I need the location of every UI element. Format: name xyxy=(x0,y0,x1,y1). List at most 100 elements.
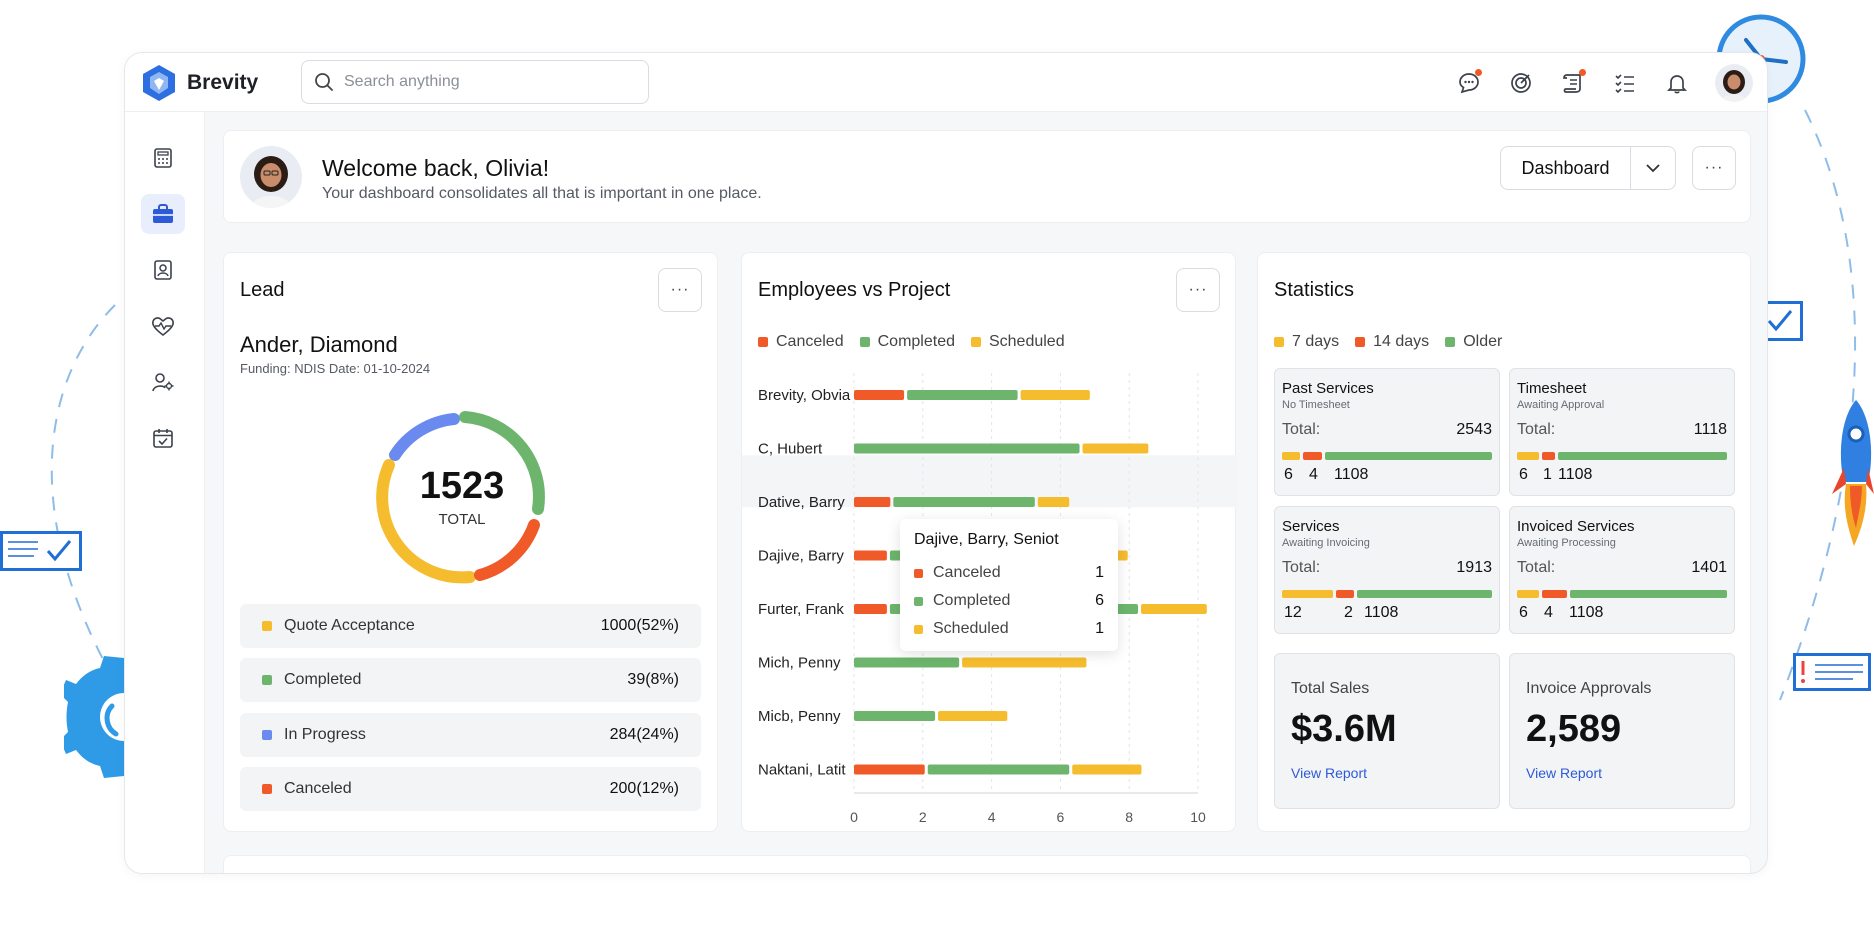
scroll-icon xyxy=(1563,73,1581,93)
legend-label: 7 days xyxy=(1292,333,1340,350)
lead-total-label: TOTAL xyxy=(438,510,486,528)
tooltip-value: 1 xyxy=(1095,564,1104,581)
stat-bar-segment xyxy=(1282,452,1301,460)
search-input[interactable] xyxy=(344,73,634,91)
tasks-button[interactable] xyxy=(1599,63,1651,103)
total-sales-view-report-link[interactable]: View Report xyxy=(1291,765,1368,781)
stat-bar-segment xyxy=(1517,452,1540,460)
bar-canceled xyxy=(854,497,891,507)
bar-completed xyxy=(854,443,1080,454)
legend-item-older[interactable]: Older xyxy=(1445,333,1502,351)
lead-row-label: In Progress xyxy=(284,726,366,743)
bar-canceled xyxy=(854,550,887,561)
x-tick-label: 10 xyxy=(1190,809,1206,825)
total-sales-value: $3.6M xyxy=(1291,708,1397,750)
stat-num-14-days: 4 xyxy=(1309,466,1318,483)
x-tick-label: 6 xyxy=(1057,809,1065,825)
stat-bar-segment xyxy=(1357,590,1492,598)
bar-completed xyxy=(854,657,960,668)
bar-canceled xyxy=(854,604,887,614)
legend-swatch xyxy=(970,337,981,347)
lead-row-label: Canceled xyxy=(284,780,352,797)
brand[interactable]: Brevity xyxy=(141,64,258,102)
sidebar-item-user-settings[interactable] xyxy=(141,362,185,402)
stat-num-older: 1108 xyxy=(1569,604,1604,621)
employees-more-button[interactable]: ··· xyxy=(1176,268,1220,312)
donut-segment-quote-acceptance xyxy=(376,459,476,584)
user-avatar[interactable] xyxy=(1715,63,1753,102)
briefcase-icon xyxy=(153,204,173,223)
brand-name: Brevity xyxy=(187,71,259,94)
search-box[interactable] xyxy=(301,60,649,104)
stat-num-7-days: 6 xyxy=(1519,466,1528,483)
stat-bar-segment xyxy=(1324,452,1493,460)
goals-button[interactable] xyxy=(1495,63,1547,103)
calculator-icon xyxy=(154,148,172,168)
dashboard-select[interactable]: Dashboard xyxy=(1500,146,1676,190)
stat-bar-segment xyxy=(1336,590,1355,598)
gear-decoration xyxy=(64,656,124,778)
stat-title: Past Services xyxy=(1282,380,1374,397)
stat-total-label: Total: xyxy=(1282,559,1321,576)
messages-button[interactable] xyxy=(1443,63,1495,103)
lead-total-value: 1523 xyxy=(419,464,505,507)
target-icon xyxy=(1511,72,1531,93)
notes-button[interactable] xyxy=(1547,63,1599,103)
stat-num-7-days: 12 xyxy=(1284,604,1302,621)
legend-swatch xyxy=(1355,337,1366,347)
welcome-subtitle: Your dashboard consolidates all that is … xyxy=(322,185,762,202)
bar-scheduled xyxy=(1037,497,1070,507)
stat-numbers: 12 2 1108 xyxy=(1282,604,1492,624)
legend-item-7-days[interactable]: 7 days xyxy=(1274,333,1339,351)
stat-num-14-days: 2 xyxy=(1344,604,1353,621)
lead-more-button[interactable]: ··· xyxy=(658,268,702,312)
invoice-approvals-title: Invoice Approvals xyxy=(1526,680,1652,697)
dashboard-select-toggle[interactable] xyxy=(1631,147,1675,189)
lead-row[interactable]: Completed 39(8%) xyxy=(240,658,701,702)
stat-bar xyxy=(1517,590,1727,598)
stat-bar xyxy=(1517,452,1727,460)
stat-total: Total: 1118 xyxy=(1517,421,1727,439)
sidebar-item-contacts[interactable] xyxy=(141,250,185,290)
lead-row[interactable]: Canceled 200(12%) xyxy=(240,767,701,811)
notifications-button[interactable] xyxy=(1651,63,1703,103)
stat-total-value: 1118 xyxy=(1693,421,1727,438)
bar-scheduled xyxy=(1141,604,1207,614)
legend-item-canceled[interactable]: Canceled xyxy=(758,333,844,351)
donut-center: 1523 TOTAL xyxy=(362,397,562,597)
stat-box-timesheet[interactable]: Timesheet Awaiting Approval Total: 1118 6… xyxy=(1509,368,1735,496)
bar-canceled xyxy=(854,390,905,400)
stat-subtitle: Awaiting Approval xyxy=(1517,399,1605,411)
sidebar-item-calendar[interactable] xyxy=(141,418,185,458)
welcome-more-button[interactable]: ··· xyxy=(1692,146,1736,190)
invoice-approvals-view-report-link[interactable]: View Report xyxy=(1526,765,1603,781)
tooltip-label: Completed xyxy=(933,592,1011,609)
legend-item-14-days[interactable]: 14 days xyxy=(1355,333,1429,351)
sidebar-item-briefcase[interactable] xyxy=(141,194,185,234)
legend-label: Completed xyxy=(877,333,955,350)
y-category-label: Furter, Frank xyxy=(758,601,844,618)
lead-row-label: Completed xyxy=(284,671,362,688)
stat-box-services[interactable]: Services Awaiting Invoicing Total: 1913 1… xyxy=(1274,506,1500,634)
legend-swatch xyxy=(859,337,870,347)
app-window: Brevity xyxy=(124,52,1768,874)
legend-item-completed[interactable]: Completed xyxy=(859,333,955,351)
stat-box-invoiced-services[interactable]: Invoiced Services Awaiting Processing To… xyxy=(1509,506,1735,634)
legend-item-scheduled[interactable]: Scheduled xyxy=(970,333,1065,351)
tooltip-value: 6 xyxy=(1095,592,1104,609)
lead-row-value: 284(24%) xyxy=(609,726,679,743)
lead-row[interactable]: Quote Acceptance 1000(52%) xyxy=(240,604,701,648)
donut-segment-completed xyxy=(459,411,545,515)
legend-swatch xyxy=(262,675,272,685)
lead-row[interactable]: In Progress 284(24%) xyxy=(240,713,701,757)
welcome-title: Welcome back, Olivia! xyxy=(322,155,550,181)
stat-title: Invoiced Services xyxy=(1517,518,1635,535)
total-sales-box: Total Sales $3.6M View Report xyxy=(1274,653,1500,809)
lead-row-value: 200(12%) xyxy=(609,780,679,797)
welcome-avatar xyxy=(240,146,302,208)
legend-swatch xyxy=(914,568,923,578)
sidebar-item-health[interactable] xyxy=(141,306,185,346)
lead-donut-chart xyxy=(376,411,545,584)
sidebar-item-calculator[interactable] xyxy=(141,138,185,178)
